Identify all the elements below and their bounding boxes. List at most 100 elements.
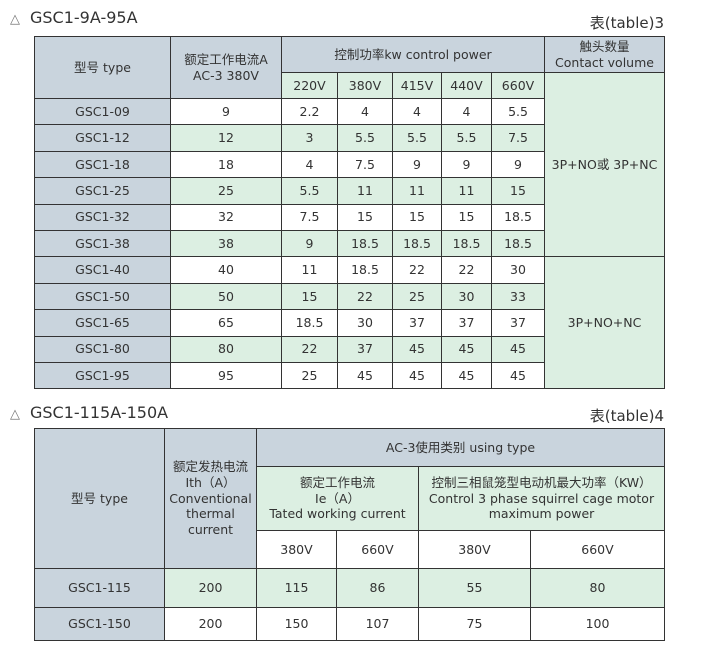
model-cell: GSC1-115: [34, 568, 165, 608]
value-cell: 50: [170, 282, 282, 311]
value-cell: 9: [392, 150, 442, 179]
header-ie-line: Tated working current: [269, 506, 406, 522]
value-cell: 9: [441, 150, 492, 179]
table-row: GSC1-150 200 150 107 75 100: [34, 607, 665, 641]
value-cell: 150: [256, 607, 337, 641]
value-cell: 4: [392, 97, 442, 126]
voltage-header: 380V: [418, 530, 531, 569]
table4: 型号 type 额定发热电流 Ith（A） Conventional thermal c…: [34, 428, 665, 641]
triangle-icon: △: [10, 407, 20, 422]
model-cell: GSC1-09: [34, 97, 171, 126]
model-cell: GSC1-150: [34, 607, 165, 641]
model-cell: GSC1-38: [34, 229, 171, 258]
header-kw-line: Control 3 phase squirrel cage motor: [428, 490, 655, 506]
value-cell: 18.5: [441, 229, 492, 258]
header-current-en: AC-3 380V: [193, 67, 259, 83]
value-cell: 95: [170, 361, 282, 390]
value-cell: 7.5: [281, 203, 338, 231]
contact-cell: 3P+NO+NC: [544, 256, 665, 390]
value-cell: 45: [392, 335, 442, 363]
contact-cell: 3P+NO或 3P+NC: [544, 71, 665, 258]
value-cell: 37: [490, 309, 546, 337]
value-cell: 15: [337, 203, 393, 231]
value-cell: 5.5: [281, 177, 338, 205]
value-cell: 11: [392, 177, 442, 205]
model-cell: GSC1-65: [34, 309, 171, 337]
value-cell: 45: [441, 361, 492, 390]
value-cell: 45: [337, 361, 393, 390]
value-cell: 38: [170, 229, 282, 258]
value-cell: 15: [441, 203, 492, 231]
value-cell: 75: [418, 607, 531, 641]
value-cell: 22: [392, 256, 442, 284]
value-cell: 18: [170, 150, 282, 179]
value-cell: 37: [392, 309, 442, 337]
header-contact-cn: 触头数量: [579, 38, 630, 54]
value-cell: 25: [281, 361, 338, 390]
value-cell: 5.5: [392, 124, 442, 152]
model-cell: GSC1-25: [34, 177, 171, 205]
header-ith-line: 额定发热电流: [172, 459, 248, 475]
table3-title: △ GSC1-9A-95A: [10, 8, 138, 27]
value-cell: 11: [281, 256, 338, 284]
table3-title-text: GSC1-9A-95A: [30, 8, 138, 27]
header-ith: 额定发热电流 Ith（A） Conventional thermal current: [164, 428, 257, 569]
value-cell: 4: [337, 97, 393, 126]
value-cell: 5.5: [490, 97, 546, 126]
value-cell: 11: [337, 177, 393, 205]
table-row: GSC1-25 25 5.5 11 11 11 15: [34, 177, 665, 205]
header-kw-line: 控制三相鼠笼型电动机最大功率（KW）: [431, 475, 652, 491]
voltage-header: 660V: [530, 530, 665, 569]
header-type: 型号 type: [34, 428, 165, 569]
value-cell: 45: [490, 335, 546, 363]
value-cell: 18.5: [337, 256, 393, 284]
value-cell: 18.5: [281, 309, 338, 337]
value-cell: 22: [441, 256, 492, 284]
header-kw: 控制三相鼠笼型电动机最大功率（KW） Control 3 phase squirr…: [418, 466, 665, 531]
value-cell: 2.2: [281, 97, 338, 126]
table-row: GSC1-40 40 11 18.5 22 22 30 3P+NO+NC: [34, 256, 665, 390]
header-ith-line: Conventional: [169, 490, 252, 506]
header-ie-line: 额定工作电流: [299, 475, 375, 491]
model-cell: GSC1-18: [34, 150, 171, 179]
value-cell: 5.5: [337, 124, 393, 152]
table-row: GSC1-12 12 3 5.5 5.5 5.5 7.5: [34, 124, 665, 152]
model-cell: GSC1-32: [34, 203, 171, 231]
model-cell: GSC1-40: [34, 256, 171, 284]
value-cell: 107: [336, 607, 419, 641]
table3: 型号 type 额定工作电流A AC-3 380V 控制功率kw control …: [34, 36, 665, 390]
model-cell: GSC1-95: [34, 361, 171, 390]
header-ith-line: current: [187, 521, 234, 537]
value-cell: 37: [337, 335, 393, 363]
value-cell: 15: [490, 177, 546, 205]
voltage-header: 660V: [490, 72, 546, 99]
header-ac3: AC-3使用类别 using type: [256, 428, 665, 467]
table-row: GSC1-115 200 115 86 55 80: [34, 568, 665, 608]
table-row: GSC1-38 38 9 18.5 18.5 18.5 18.5: [34, 229, 665, 258]
value-cell: 80: [170, 335, 282, 363]
value-cell: 45: [392, 361, 442, 390]
value-cell: 25: [170, 177, 282, 205]
header-power: 控制功率kw control power: [280, 36, 546, 73]
model-cell: GSC1-80: [34, 335, 171, 363]
value-cell: 15: [281, 282, 338, 311]
value-cell: 18.5: [490, 229, 546, 258]
value-cell: 30: [490, 256, 546, 284]
value-cell: 22: [337, 282, 393, 311]
value-cell: 22: [281, 335, 338, 363]
value-cell: 9: [170, 97, 282, 126]
table-row: GSC1-09 9 2.2 4 4 4 5.5: [34, 97, 665, 126]
voltage-header: 415V: [392, 72, 442, 99]
value-cell: 4: [441, 97, 492, 126]
table-row: GSC1-80 80 22 37 45 45 45: [34, 335, 665, 363]
table4-title: △ GSC1-115A-150A: [10, 403, 168, 422]
value-cell: 33: [490, 282, 546, 311]
value-cell: 45: [490, 361, 546, 390]
voltage-header: 660V: [336, 530, 419, 569]
value-cell: 65: [170, 309, 282, 337]
table4-tag: 表(table)4: [589, 407, 664, 425]
header-current-cn: 额定工作电流A: [184, 51, 268, 67]
value-cell: 15: [392, 203, 442, 231]
header-kw-line: maximum power: [488, 506, 595, 522]
header-type: 型号 type: [34, 36, 171, 99]
